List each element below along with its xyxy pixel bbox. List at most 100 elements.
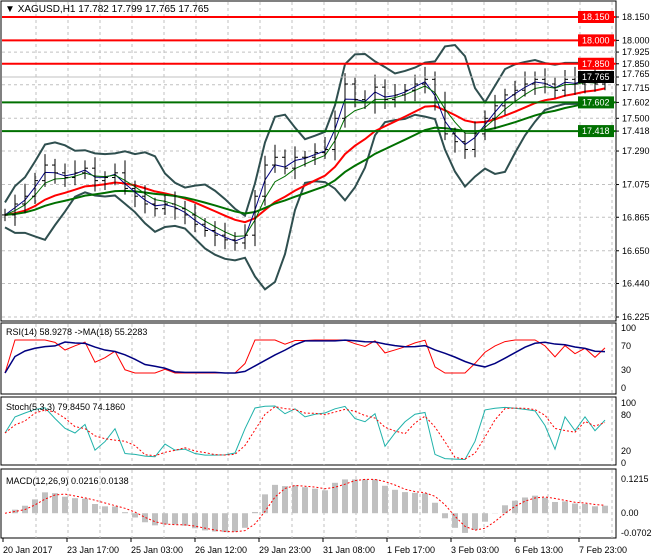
macd-histogram-bar [452,513,458,528]
macd-histogram-bar [52,493,58,514]
macd-histogram-bar [142,513,148,523]
level-label-bg [578,34,614,47]
pane-frame-3 [0,468,617,539]
stoch-tick-label: 0 [621,458,626,468]
macd-histogram-bar [322,490,328,514]
stoch-main-line [4,405,606,460]
macd-label: MACD(12,26,9) 0.0216 0.0138 [6,476,129,486]
stoch-tick-label: 80 [621,410,631,420]
macd-histogram-bar [192,513,198,529]
macd-histogram-bar [212,513,218,532]
pane-frame-1 [0,322,617,395]
macd-histogram-bar [252,511,258,514]
price-tick-label: 18.000 [622,35,650,45]
price-tick-label: 16.865 [622,212,650,222]
macd-histogram-bar [332,482,338,514]
price-tick-label: 17.850 [622,59,650,69]
macd-tick-label: 0.1215 [621,474,649,484]
macd-tick-label: -0.0702 [621,528,652,538]
level-label-bg [578,57,614,70]
macd-histogram-bar [582,503,588,514]
ma-green-slow [4,98,606,216]
macd-histogram-bar [202,513,208,531]
rsi-tick-label: 70 [621,341,631,351]
macd-histogram-bar [92,504,98,514]
stoch-tick-label: 20 [621,446,631,456]
time-tick-label: 1 Feb 17:00 [387,545,435,555]
level-label: 18.000 [582,35,610,45]
macd-histogram-bar [82,498,88,514]
level-label: 17.602 [582,97,610,107]
macd-histogram-bar [162,513,168,525]
macd-histogram-bar [62,496,68,514]
current-price-bg [578,71,614,83]
macd-histogram-bar [292,485,298,514]
macd-tick-label: 0.00 [621,508,639,518]
rsi-ma-line [4,339,606,374]
macd-histogram-bar [302,487,308,514]
price-tick-label: 17.290 [622,146,650,156]
price-tick-label: 17.602 [622,97,650,107]
rsi-label: RSI(14) 58.9278 ->MA(18) 55.2283 [6,327,147,337]
level-label: 17.850 [582,59,610,69]
time-tick-label: 23 Jan 17:00 [67,545,119,555]
macd-histogram-bar [262,494,268,514]
price-tick-label: 17.418 [622,126,650,136]
macd-histogram-bar [522,497,528,514]
rsi-tick-label: 0 [621,383,626,393]
price-tick-label: 17.765 [622,69,650,79]
macd-histogram-bar [122,512,128,514]
macd-histogram-bar [282,486,288,514]
current-price-label: 17.765 [582,72,610,82]
time-tick-label: 26 Jan 12:00 [195,545,247,555]
rsi-line [4,339,606,374]
macd-histogram-bar [222,513,228,533]
macd-histogram-bar [72,498,78,514]
macd-histogram-bar [392,489,398,514]
macd-histogram-bar [472,513,478,530]
bollinger-lower [4,97,606,291]
price-tick-label: 17.500 [622,113,650,123]
macd-histogram-bar [462,513,468,533]
macd-histogram-bar [112,506,118,514]
time-tick-label: 20 Jan 2017 [3,545,53,555]
macd-histogram-bar [592,506,598,514]
time-tick-label: 29 Jan 23:00 [259,545,311,555]
price-tick-label: 17.715 [622,83,650,93]
stoch-signal-line [4,406,606,460]
macd-histogram-bar [12,509,18,514]
price-tick-label: 16.225 [622,312,650,322]
price-tick-label: 17.925 [622,47,650,57]
macd-histogram-bar [572,503,578,514]
macd-histogram-bar [172,513,178,525]
time-tick-label: 25 Jan 03:00 [131,545,183,555]
macd-histogram-bar [152,513,158,526]
macd-signal-line [4,478,606,533]
level-label-bg [578,11,614,23]
macd-histogram-bar [42,492,48,514]
pane-frame-0 [0,0,617,322]
rsi-tick-label: 30 [621,365,631,375]
price-tick-label: 16.440 [622,278,650,288]
price-tick-label: 18.150 [622,12,650,22]
macd-histogram-bar [422,493,428,514]
macd-histogram-bar [362,479,368,514]
macd-histogram-bar [442,513,448,519]
macd-histogram-bar [132,513,138,518]
macd-histogram-bar [432,502,438,514]
ohlc-label: 17.782 17.799 17.765 17.765 [78,4,209,15]
macd-histogram-bar [312,488,318,514]
macd-histogram-bar [382,485,388,514]
macd-histogram-bar [552,501,558,514]
macd-histogram-bar [402,492,408,514]
level-label-bg [578,125,614,138]
symbol-label: XAGUSD,H1 [17,4,76,15]
macd-histogram-bar [352,479,358,514]
rsi-tick-label: 100 [621,323,636,333]
collapse-triangle-icon[interactable]: ▼ [5,4,15,15]
level-label: 17.418 [582,126,610,136]
macd-histogram-bar [412,492,418,514]
macd-histogram-bar [502,505,508,514]
